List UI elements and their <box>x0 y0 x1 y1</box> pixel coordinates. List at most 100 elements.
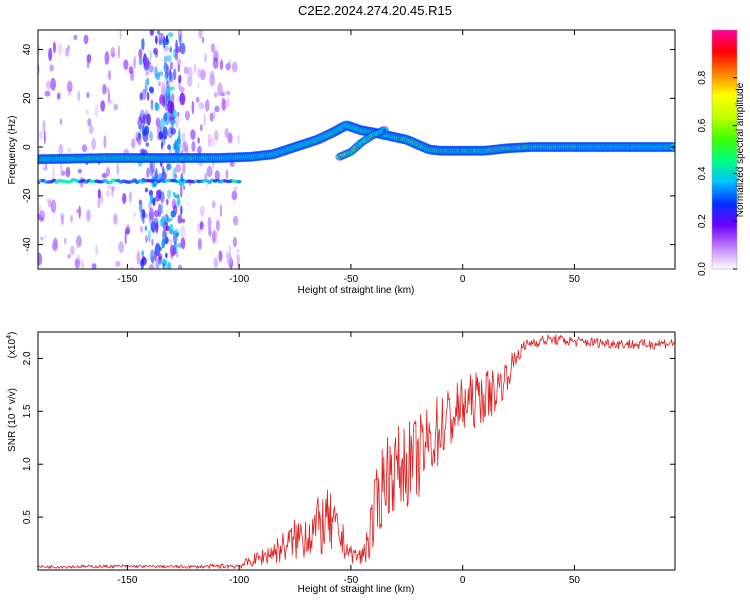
heatmap-noise-cell <box>145 70 149 76</box>
heatmap-noise-cell <box>86 110 89 115</box>
heatmap-noise-cell <box>165 217 172 222</box>
x-tick-label: 50 <box>569 274 581 285</box>
y-tick-label: 2.0 <box>22 351 33 365</box>
heatmap-noise-cell <box>172 191 176 197</box>
heatmap-noise-cell <box>59 212 65 220</box>
heatmap-noise-cell <box>142 219 145 224</box>
heatmap-noise-cell <box>209 70 215 79</box>
heatmap-noise-cell <box>150 249 155 263</box>
heatmap-noise-cell <box>160 202 164 215</box>
heatmap-noise-cell <box>136 250 141 265</box>
heatmap-noise-cell <box>158 38 165 46</box>
heatmap-noise-cell <box>107 69 112 81</box>
heatmap-noise-cell <box>204 53 208 63</box>
x-tick-label: -100 <box>229 274 249 285</box>
heatmap-noise-cell <box>177 193 180 206</box>
heatmap-noise-cell <box>113 103 118 111</box>
heatmap-noise-cell <box>141 89 147 101</box>
heatmap-noise-cell <box>224 99 229 109</box>
heatmap-noise-cell <box>190 129 196 140</box>
heatmap-noise-cell <box>106 189 111 198</box>
heatmap-noise-cell <box>178 128 181 143</box>
heatmap-noise-cell <box>52 164 55 179</box>
heatmap-noise-cell <box>67 147 72 153</box>
heatmap-noise-cell <box>66 80 73 93</box>
heatmap-noise-cell <box>148 207 155 221</box>
heatmap-noise-cell <box>207 133 212 148</box>
x-tick-label: -50 <box>344 575 359 586</box>
heatmap-noise-cell <box>149 50 152 62</box>
heatmap-noise-cell <box>149 30 155 37</box>
heatmap-noise-cell <box>212 231 216 244</box>
heatmap-noise-cell <box>144 234 148 243</box>
heatmap-noise-cell <box>177 242 182 248</box>
heatmap-noise-cell <box>165 85 171 99</box>
heatmap-noise-cell <box>172 48 177 59</box>
heatmap-noise-cell <box>76 254 81 269</box>
heatmap-noise-cell <box>103 135 107 149</box>
snr-frame <box>37 331 676 571</box>
heatmap-noise-cell <box>45 197 52 204</box>
heatmap-noise-cell <box>165 34 169 43</box>
heatmap-noise-cell <box>138 199 143 205</box>
heatmap-noise-cell <box>78 205 81 219</box>
heatmap-noise-cell <box>180 237 186 250</box>
heatmap-noise-cell <box>169 61 174 70</box>
heatmap-noise-cell <box>179 34 182 48</box>
heatmap-noise-cell <box>211 200 216 209</box>
heatmap-noise-cell <box>44 162 47 171</box>
heatmap-noise-cell <box>137 116 143 130</box>
heatmap-noise-cell <box>164 259 168 269</box>
heatmap-noise-cell <box>138 57 143 66</box>
heatmap-noise-cell <box>39 236 44 241</box>
heatmap-noise-cell <box>122 192 127 205</box>
heatmap-noise-cell <box>91 137 97 150</box>
heatmap-noise-cell <box>157 203 162 218</box>
heatmap-noise-cell <box>50 77 56 91</box>
colorbar-tick-label: 0.6 <box>697 118 708 132</box>
heatmap-noise-cell <box>177 214 182 224</box>
colorbar-tick-label: 0.4 <box>697 166 708 180</box>
heatmap-noise-cell <box>212 57 219 69</box>
heatmap-noise-cell <box>219 204 222 218</box>
heatmap-noise-cell <box>150 103 154 110</box>
x-tick-label: 50 <box>569 575 581 586</box>
heatmap-noise-cell <box>154 66 158 79</box>
heatmap-noise-cell <box>178 264 183 269</box>
heatmap-noise-cell <box>94 104 99 118</box>
spectrogram-frame <box>37 29 676 270</box>
heatmap-noise-cell <box>236 248 240 254</box>
heatmap-noise-cell <box>152 220 156 234</box>
exponent-power: 4 <box>6 335 13 339</box>
heatmap-noise-cell <box>195 96 200 103</box>
heatmap-noise-cell <box>80 259 85 269</box>
heatmap-noise-cell <box>138 123 143 133</box>
heatmap-noise-cell <box>184 110 190 121</box>
heatmap-noise-cell <box>197 82 200 89</box>
heatmap-noise-cell <box>217 82 223 96</box>
heatmap-noise-cell <box>97 198 101 209</box>
heatmap-noise-cell <box>201 36 205 44</box>
x-tick-label: 0 <box>460 575 466 586</box>
heatmap-noise-cell <box>123 59 129 70</box>
heatmap-noise-cell <box>155 117 161 128</box>
heatmap-noise-cell <box>156 125 162 136</box>
heatmap-noise-cell <box>213 256 219 269</box>
heatmap-noise-cell <box>158 81 161 86</box>
heatmap-noise-cell <box>155 51 159 58</box>
heatmap-noise-cell <box>236 135 241 145</box>
heatmap-noise-cell <box>42 119 46 134</box>
heatmap-noise-cell <box>133 55 136 70</box>
heatmap-noise-cell <box>180 205 183 216</box>
heatmap-noise-cell <box>173 240 178 254</box>
heatmap-noise-cell <box>141 250 145 257</box>
heatmap-noise-cell <box>38 148 41 155</box>
heatmap-noise-cell <box>158 130 164 140</box>
heatmap-noise-cell <box>81 144 88 153</box>
heatmap-noise-cell <box>158 32 165 44</box>
heatmap-noise-cell <box>216 219 220 232</box>
snr-background <box>38 332 675 570</box>
heatmap-noise-cell <box>170 71 173 81</box>
heatmap-noise-cell <box>179 86 185 93</box>
x-tick-label: -50 <box>344 274 359 285</box>
